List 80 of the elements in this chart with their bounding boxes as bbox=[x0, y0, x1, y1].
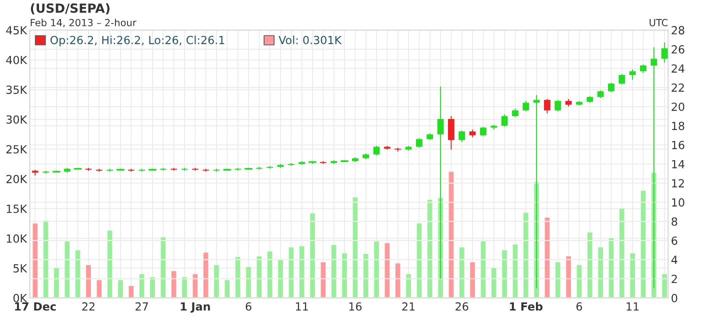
x-tick-label: 1 Jan bbox=[180, 302, 210, 313]
y-tick-label: 25K bbox=[6, 145, 28, 154]
y2-tick-label: 2 bbox=[672, 274, 677, 284]
y-tick-label: 5K bbox=[14, 264, 28, 273]
y2-tick-label: 26 bbox=[672, 45, 684, 54]
bar bbox=[566, 256, 571, 298]
y2-tick-label: 0 bbox=[672, 294, 678, 302]
x-tick-label: 11 bbox=[626, 302, 639, 311]
y-tick-label: 30K bbox=[6, 115, 28, 124]
y2-tick-label: 20 bbox=[672, 102, 684, 111]
bar bbox=[480, 241, 486, 298]
bar bbox=[523, 212, 528, 298]
bar bbox=[619, 208, 624, 298]
bar bbox=[576, 265, 582, 298]
x-tick-label: 6 bbox=[246, 302, 252, 311]
x-tick-label: 1 Feb bbox=[510, 302, 542, 311]
bar bbox=[406, 274, 411, 298]
x-tick-label: 17 Dec bbox=[15, 302, 56, 311]
bar bbox=[459, 247, 464, 298]
bar bbox=[86, 265, 91, 298]
bar bbox=[384, 243, 390, 298]
bar bbox=[342, 253, 347, 298]
bar bbox=[502, 250, 507, 298]
chart-subtitle: Feb 14, 2013 – 2-hour bbox=[30, 18, 136, 28]
y2-tick-label: 4 bbox=[671, 256, 678, 264]
bar bbox=[374, 241, 379, 298]
bar bbox=[470, 262, 475, 298]
y-tick-label: 35K bbox=[6, 86, 28, 94]
bar bbox=[224, 280, 230, 298]
y-tick-label: 15K bbox=[6, 204, 28, 214]
bar bbox=[310, 213, 315, 298]
bar bbox=[427, 200, 432, 298]
bar bbox=[331, 244, 336, 298]
y2-tick-label: 10 bbox=[672, 198, 684, 207]
y2-tick-label: 22 bbox=[672, 83, 684, 92]
bar bbox=[598, 247, 603, 298]
y-tick-label: 10K bbox=[6, 234, 28, 243]
y2-tick-label: 12 bbox=[672, 179, 684, 188]
bar bbox=[363, 254, 368, 298]
y2-tick-label: 28 bbox=[672, 26, 684, 34]
y2-tick-label: 24 bbox=[672, 64, 684, 73]
bar bbox=[395, 263, 400, 298]
bar bbox=[630, 253, 635, 298]
legend-label: Vol: 0.301K bbox=[278, 36, 342, 44]
y-tick-label: 0K bbox=[13, 294, 28, 302]
x-tick-label: 16 bbox=[349, 302, 362, 311]
x-tick-label: 6 bbox=[576, 302, 582, 311]
bar bbox=[96, 280, 102, 298]
bar bbox=[587, 232, 592, 298]
bar bbox=[278, 259, 283, 298]
legend-label: Op:26.2, Hi:26.2, Lo:26, Cl:26.1 bbox=[50, 36, 224, 46]
y-tick-label: 40K bbox=[6, 56, 28, 64]
y-tick-label: 20K bbox=[6, 174, 28, 184]
x-tick-label: 27 bbox=[136, 302, 148, 311]
chart-title: (USD/SEPA) bbox=[30, 3, 110, 14]
bar bbox=[214, 265, 219, 298]
bar bbox=[54, 268, 59, 298]
y-tick-label: 45K bbox=[6, 26, 28, 34]
bar bbox=[491, 268, 496, 298]
bar bbox=[555, 262, 560, 298]
text: UTC bbox=[650, 18, 668, 26]
bar bbox=[182, 277, 187, 298]
y2-tick-label: 6 bbox=[672, 236, 678, 245]
y2-tick-label: 16 bbox=[672, 140, 684, 150]
x-tick-label: 21 bbox=[402, 302, 415, 311]
bar bbox=[150, 277, 155, 298]
bar bbox=[320, 262, 326, 298]
bar bbox=[64, 241, 70, 298]
x-tick-label: 22 bbox=[82, 302, 94, 311]
y2-tick-label: 18 bbox=[672, 122, 684, 130]
x-tick-label: 11 bbox=[296, 302, 308, 311]
bar bbox=[662, 274, 667, 298]
x-tick-label: 26 bbox=[456, 302, 468, 311]
y2-tick-label: 14 bbox=[672, 160, 684, 168]
bar bbox=[246, 266, 251, 298]
bar bbox=[118, 280, 123, 298]
y2-tick-label: 8 bbox=[672, 217, 678, 226]
bar bbox=[128, 286, 134, 298]
bar bbox=[299, 246, 304, 298]
bar bbox=[448, 172, 454, 298]
